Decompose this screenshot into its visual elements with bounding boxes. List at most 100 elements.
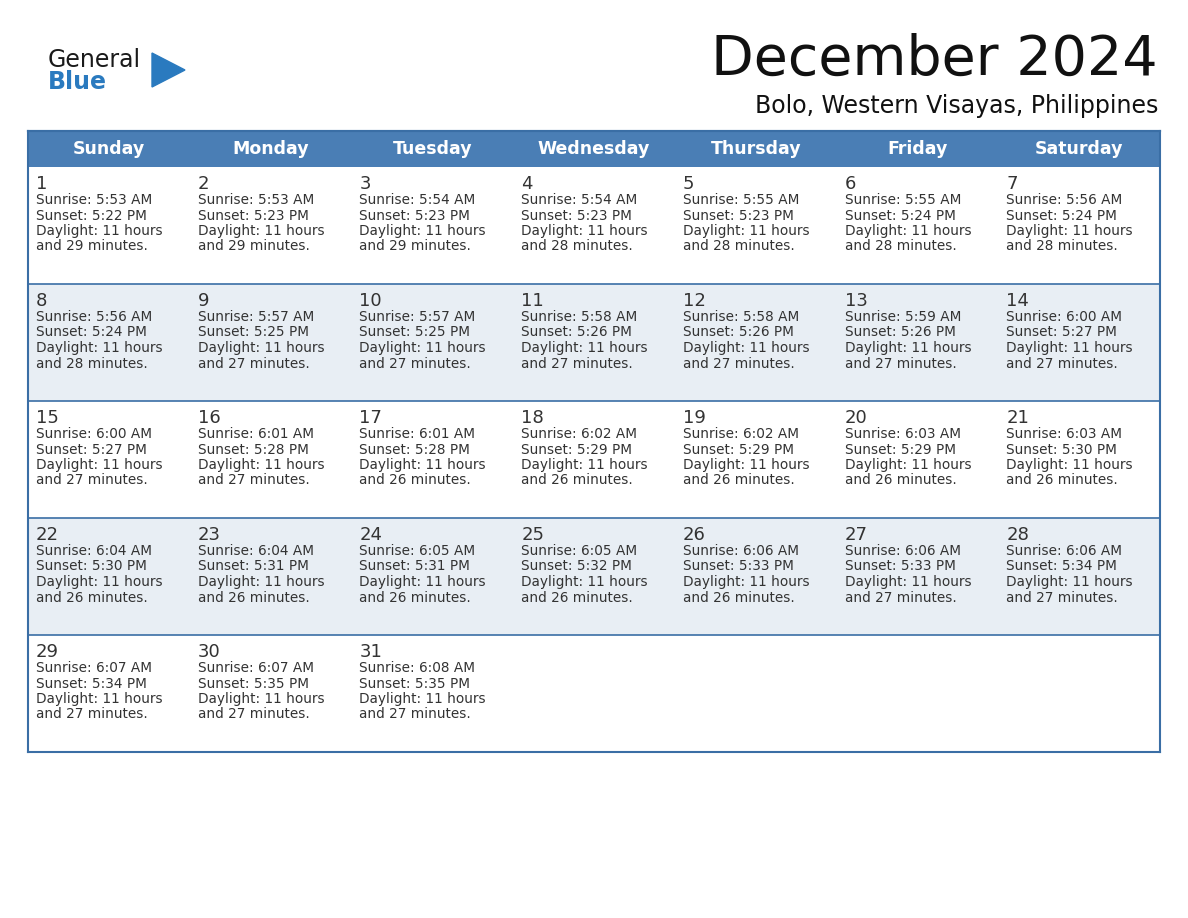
Text: Sunset: 5:29 PM: Sunset: 5:29 PM [683,442,794,456]
Text: Daylight: 11 hours: Daylight: 11 hours [1006,341,1133,355]
Text: and 26 minutes.: and 26 minutes. [360,590,472,604]
Text: 1: 1 [36,175,48,193]
Text: 14: 14 [1006,292,1029,310]
Text: Sunset: 5:24 PM: Sunset: 5:24 PM [845,208,955,222]
Text: Daylight: 11 hours: Daylight: 11 hours [36,224,163,238]
Text: 22: 22 [36,526,59,544]
Text: Friday: Friday [887,140,948,158]
Text: and 28 minutes.: and 28 minutes. [522,240,633,253]
Text: Sunset: 5:34 PM: Sunset: 5:34 PM [36,677,147,690]
Text: Sunset: 5:23 PM: Sunset: 5:23 PM [683,208,794,222]
Text: Sunset: 5:27 PM: Sunset: 5:27 PM [36,442,147,456]
Text: Saturday: Saturday [1035,140,1124,158]
Text: Sunset: 5:31 PM: Sunset: 5:31 PM [197,559,309,574]
Bar [29,131,1159,167]
Text: Sunrise: 5:54 AM: Sunrise: 5:54 AM [360,193,475,207]
Text: Daylight: 11 hours: Daylight: 11 hours [36,458,163,472]
Bar [29,635,1159,752]
Text: Daylight: 11 hours: Daylight: 11 hours [845,575,972,589]
Text: Tuesday: Tuesday [392,140,472,158]
Text: Sunrise: 5:57 AM: Sunrise: 5:57 AM [360,310,475,324]
Text: 24: 24 [360,526,383,544]
Text: Bolo, Western Visayas, Philippines: Bolo, Western Visayas, Philippines [754,94,1158,118]
Text: Sunrise: 5:54 AM: Sunrise: 5:54 AM [522,193,638,207]
Text: Sunrise: 5:55 AM: Sunrise: 5:55 AM [845,193,961,207]
Text: December 2024: December 2024 [712,33,1158,87]
Text: 9: 9 [197,292,209,310]
Text: Daylight: 11 hours: Daylight: 11 hours [1006,224,1133,238]
Text: Sunrise: 6:00 AM: Sunrise: 6:00 AM [1006,310,1123,324]
Text: Sunset: 5:28 PM: Sunset: 5:28 PM [197,442,309,456]
Text: 5: 5 [683,175,694,193]
Text: Sunrise: 6:02 AM: Sunrise: 6:02 AM [522,427,637,441]
Text: Sunrise: 6:04 AM: Sunrise: 6:04 AM [36,544,152,558]
Text: 17: 17 [360,409,383,427]
Text: and 26 minutes.: and 26 minutes. [197,590,309,604]
Text: Daylight: 11 hours: Daylight: 11 hours [1006,458,1133,472]
Text: and 28 minutes.: and 28 minutes. [683,240,795,253]
Text: 31: 31 [360,643,383,661]
Text: 15: 15 [36,409,59,427]
Text: Sunset: 5:34 PM: Sunset: 5:34 PM [1006,559,1117,574]
Text: Sunrise: 6:06 AM: Sunrise: 6:06 AM [683,544,798,558]
Text: Sunrise: 6:07 AM: Sunrise: 6:07 AM [197,661,314,675]
Text: Sunday: Sunday [72,140,145,158]
Text: Sunset: 5:23 PM: Sunset: 5:23 PM [197,208,309,222]
Text: and 27 minutes.: and 27 minutes. [360,356,472,371]
Text: Sunrise: 5:57 AM: Sunrise: 5:57 AM [197,310,314,324]
Text: Sunset: 5:26 PM: Sunset: 5:26 PM [845,326,955,340]
Text: Sunrise: 5:53 AM: Sunrise: 5:53 AM [197,193,314,207]
Text: Daylight: 11 hours: Daylight: 11 hours [197,458,324,472]
Text: Sunset: 5:33 PM: Sunset: 5:33 PM [683,559,794,574]
Text: and 26 minutes.: and 26 minutes. [36,590,147,604]
Text: Sunrise: 6:05 AM: Sunrise: 6:05 AM [360,544,475,558]
Text: Daylight: 11 hours: Daylight: 11 hours [683,341,809,355]
Text: Sunrise: 6:03 AM: Sunrise: 6:03 AM [1006,427,1123,441]
Text: 4: 4 [522,175,532,193]
Text: Sunset: 5:24 PM: Sunset: 5:24 PM [36,326,147,340]
Text: Sunrise: 5:53 AM: Sunrise: 5:53 AM [36,193,152,207]
Text: Monday: Monday [233,140,309,158]
Text: Daylight: 11 hours: Daylight: 11 hours [36,692,163,706]
Text: 21: 21 [1006,409,1029,427]
Text: 6: 6 [845,175,855,193]
Text: and 27 minutes.: and 27 minutes. [1006,590,1118,604]
Text: 28: 28 [1006,526,1029,544]
Text: Sunrise: 5:59 AM: Sunrise: 5:59 AM [845,310,961,324]
Text: and 27 minutes.: and 27 minutes. [36,474,147,487]
Bar [29,167,1159,284]
Text: 23: 23 [197,526,221,544]
Text: 16: 16 [197,409,221,427]
Text: Sunset: 5:27 PM: Sunset: 5:27 PM [1006,326,1117,340]
Text: and 26 minutes.: and 26 minutes. [360,474,472,487]
Text: and 29 minutes.: and 29 minutes. [360,240,472,253]
Text: Daylight: 11 hours: Daylight: 11 hours [197,575,324,589]
Text: Daylight: 11 hours: Daylight: 11 hours [36,341,163,355]
Text: Daylight: 11 hours: Daylight: 11 hours [1006,575,1133,589]
Text: Sunset: 5:25 PM: Sunset: 5:25 PM [197,326,309,340]
Text: Sunset: 5:28 PM: Sunset: 5:28 PM [360,442,470,456]
Text: and 28 minutes.: and 28 minutes. [845,240,956,253]
Text: 13: 13 [845,292,867,310]
Text: Daylight: 11 hours: Daylight: 11 hours [683,575,809,589]
Text: 10: 10 [360,292,383,310]
Text: Sunrise: 5:55 AM: Sunrise: 5:55 AM [683,193,800,207]
Text: and 27 minutes.: and 27 minutes. [360,708,472,722]
Text: Sunrise: 6:08 AM: Sunrise: 6:08 AM [360,661,475,675]
Text: and 26 minutes.: and 26 minutes. [845,474,956,487]
Text: and 26 minutes.: and 26 minutes. [522,474,633,487]
Text: Blue: Blue [48,70,107,94]
Text: Daylight: 11 hours: Daylight: 11 hours [360,341,486,355]
Text: Sunrise: 6:01 AM: Sunrise: 6:01 AM [360,427,475,441]
Text: Sunrise: 5:56 AM: Sunrise: 5:56 AM [1006,193,1123,207]
Text: Sunrise: 6:01 AM: Sunrise: 6:01 AM [197,427,314,441]
Text: and 29 minutes.: and 29 minutes. [36,240,147,253]
Text: 7: 7 [1006,175,1018,193]
Text: 29: 29 [36,643,59,661]
Bar [29,518,1159,635]
Text: Daylight: 11 hours: Daylight: 11 hours [683,224,809,238]
Text: 11: 11 [522,292,544,310]
Text: Sunset: 5:31 PM: Sunset: 5:31 PM [360,559,470,574]
Bar [29,284,1159,401]
Text: Sunset: 5:29 PM: Sunset: 5:29 PM [845,442,955,456]
